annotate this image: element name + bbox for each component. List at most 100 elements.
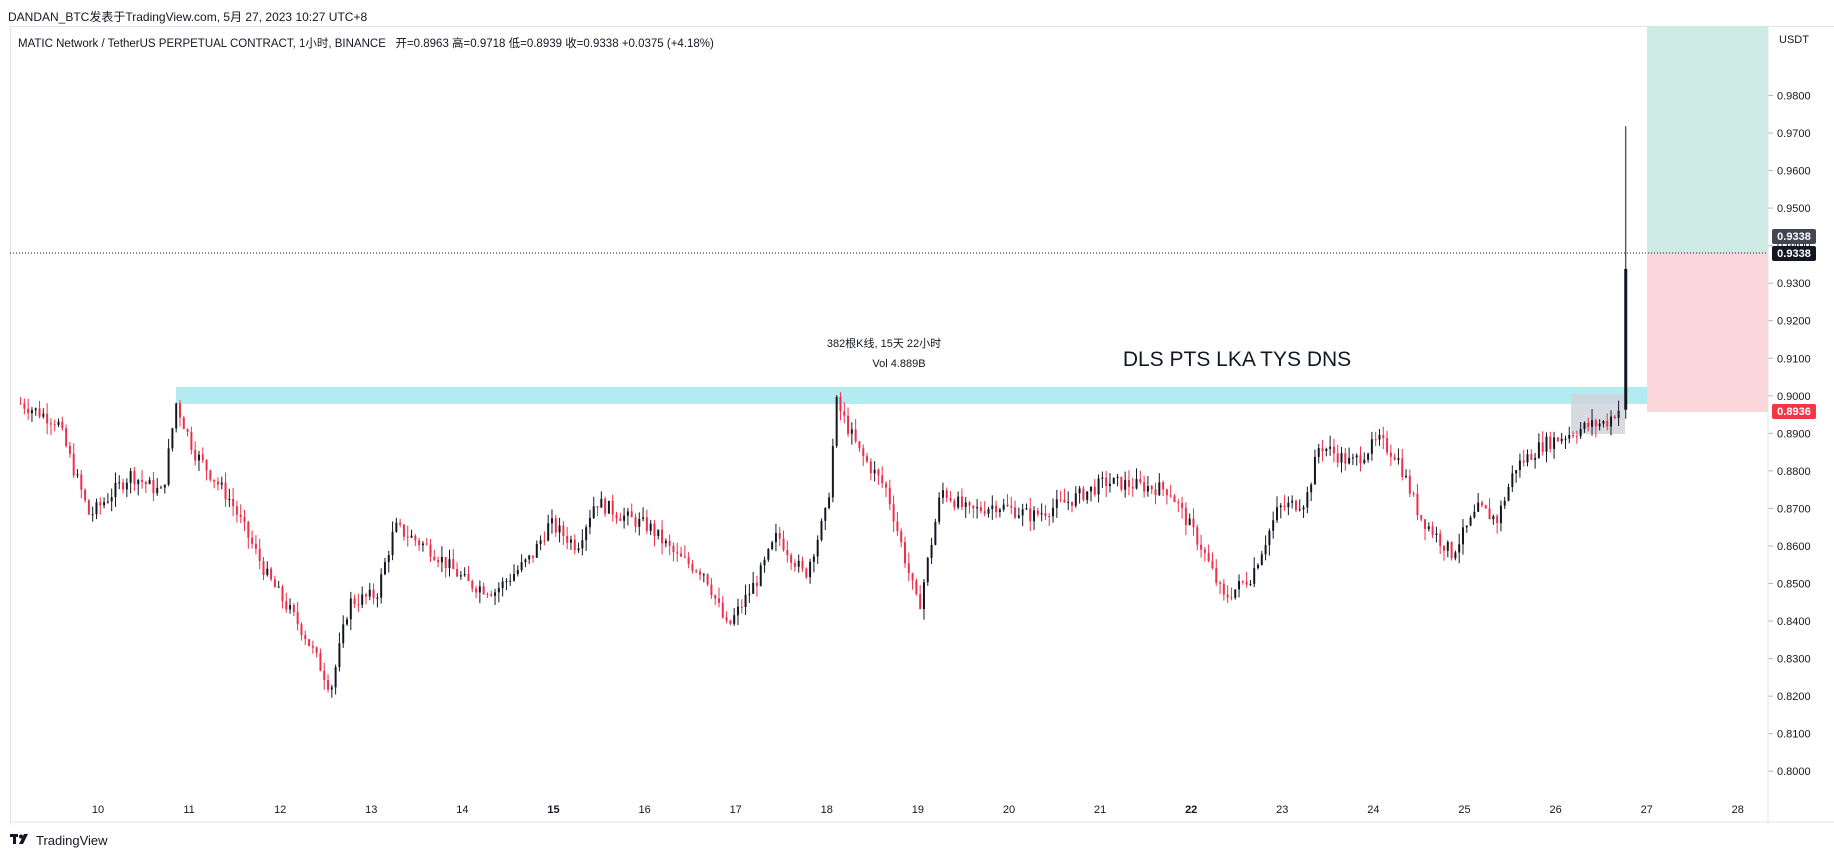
candle-body xyxy=(175,403,178,429)
candle-body xyxy=(907,563,910,574)
price-tick-label: 0.9100 xyxy=(1777,353,1811,365)
candle-body xyxy=(224,482,227,500)
price-tick-label: 0.8200 xyxy=(1777,691,1811,703)
candle-body xyxy=(1545,436,1548,452)
candle-body xyxy=(550,518,553,524)
candle-body xyxy=(1234,589,1237,598)
price-tick-label: 0.9600 xyxy=(1777,166,1811,178)
candle-body xyxy=(793,562,796,567)
symbol-legend[interactable]: MATIC Network / TetherUS PERPETUAL CONTR… xyxy=(18,35,714,51)
candle-body xyxy=(1181,503,1184,508)
candle-body xyxy=(1431,526,1434,535)
candle-body xyxy=(1594,420,1597,427)
candle-body xyxy=(38,408,41,417)
candle-body xyxy=(137,479,140,485)
brand-name: TradingView xyxy=(36,833,108,848)
candle-body xyxy=(1219,582,1222,584)
currency-unit[interactable]: USDT xyxy=(1779,34,1809,46)
candle-body xyxy=(1112,477,1115,484)
candle-body xyxy=(733,615,736,624)
candle-body xyxy=(182,417,185,430)
candle-body xyxy=(163,484,166,488)
candle-body xyxy=(1131,486,1134,489)
candle-body xyxy=(421,543,424,546)
time-tick-label: 20 xyxy=(1003,804,1015,816)
candle-body xyxy=(941,490,944,498)
candle-body xyxy=(1017,515,1020,518)
candle-body xyxy=(494,592,497,596)
candle-body xyxy=(611,500,614,515)
candle-body xyxy=(1052,507,1055,517)
candle-body xyxy=(1374,439,1377,441)
candle-body xyxy=(1351,457,1354,459)
time-tick-label: 24 xyxy=(1367,804,1379,816)
candle-body xyxy=(847,415,850,434)
time-axis[interactable]: 10 11 12 13 14 15 16 17 18 19 20 21 22 23 24 25 26 27 28 xyxy=(10,804,1834,823)
candle-body xyxy=(368,589,371,597)
candle-body xyxy=(1355,455,1358,458)
target-zone[interactable] xyxy=(1647,26,1768,253)
range-measure-line1[interactable]: 382根K线, 15天 22小时 xyxy=(827,336,941,350)
candle-body xyxy=(395,522,398,532)
last-candle-body xyxy=(1624,268,1628,410)
candle-body xyxy=(213,479,216,482)
candle-body xyxy=(1560,438,1563,442)
candle-body xyxy=(186,429,189,432)
range-measure-line2[interactable]: Vol 4.889B xyxy=(872,358,925,370)
candle-body xyxy=(968,502,971,506)
price-axis[interactable]: 0.98000.97000.96000.95000.94000.93000.92… xyxy=(1767,26,1811,822)
stop-zone[interactable] xyxy=(1647,253,1768,412)
candle-body xyxy=(478,586,481,593)
candle-body xyxy=(816,539,819,557)
candle-body xyxy=(125,482,128,490)
consolidation-box[interactable] xyxy=(1571,394,1625,434)
candle-body xyxy=(535,544,538,558)
candle-body xyxy=(748,593,751,595)
candle-body xyxy=(349,598,352,620)
candle-body xyxy=(1241,581,1244,583)
candle-body xyxy=(277,586,280,588)
candle-body xyxy=(953,500,956,508)
candle-body xyxy=(938,497,941,522)
candle-body xyxy=(858,441,861,449)
candle-body xyxy=(755,582,758,586)
candle-body xyxy=(1238,581,1241,590)
candle-body xyxy=(1344,453,1347,464)
candle-body xyxy=(903,542,906,564)
candle-body xyxy=(167,448,170,485)
candle-body xyxy=(110,497,113,502)
big-text-annotation[interactable]: DLS PTS LKA TYS DNS xyxy=(1123,348,1351,371)
candle-body xyxy=(46,413,49,424)
candle-body xyxy=(566,535,569,543)
candle-body xyxy=(1006,504,1009,507)
candle-body xyxy=(934,521,937,545)
tradingview-logo[interactable]: TradingView xyxy=(10,833,108,848)
candle-body xyxy=(425,543,428,545)
candle-body xyxy=(1329,446,1332,449)
candle-body xyxy=(342,624,345,644)
candle-body xyxy=(346,619,349,625)
candle-body xyxy=(1162,482,1165,490)
candle-body xyxy=(122,482,125,490)
candle-body xyxy=(1105,477,1108,486)
candle-body xyxy=(266,568,269,575)
candle-body xyxy=(433,556,436,560)
candle-body xyxy=(915,580,918,595)
resistance-band[interactable] xyxy=(176,387,1647,404)
candle-body xyxy=(1040,513,1043,515)
candle-body xyxy=(1097,478,1100,495)
candle-body xyxy=(1116,476,1119,478)
chart-frame[interactable] xyxy=(10,26,1834,825)
publisher-bar: DANDAN_BTC发表于TradingView.com, 5月 27, 202… xyxy=(0,0,1834,26)
candle-body xyxy=(1222,583,1225,595)
candle-body xyxy=(289,605,292,610)
candle-body xyxy=(1473,511,1476,518)
candle-body xyxy=(1496,516,1499,524)
candle-body xyxy=(1503,500,1506,506)
candle-body xyxy=(1579,428,1582,437)
candle-body xyxy=(1340,453,1343,463)
candle-body xyxy=(1359,455,1362,464)
candle-body xyxy=(1564,438,1567,440)
candle-body xyxy=(1617,410,1620,419)
